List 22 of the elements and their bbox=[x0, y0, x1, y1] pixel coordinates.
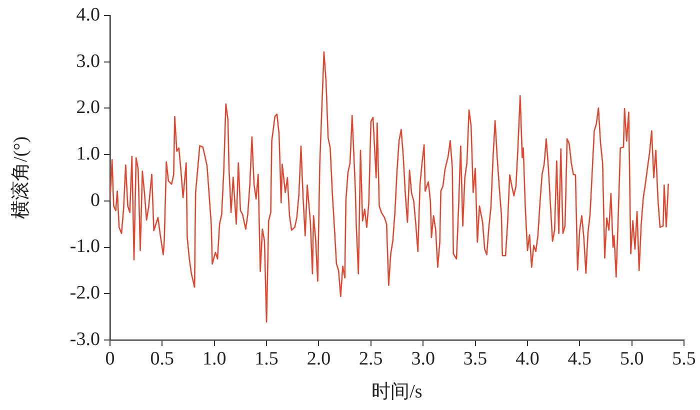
x-tick-label: 0.5 bbox=[150, 348, 174, 370]
y-tick-label: 3.0 bbox=[76, 50, 100, 72]
x-tick-label: 2.5 bbox=[359, 348, 383, 370]
x-tick-label: 0 bbox=[105, 348, 115, 370]
y-tick-label: 1.0 bbox=[76, 144, 100, 164]
y-tick-label: -1.0 bbox=[70, 236, 100, 258]
x-tick-label: 1.5 bbox=[254, 348, 278, 370]
x-tick-label: 3.0 bbox=[411, 348, 435, 370]
y-tick-label: 0 bbox=[90, 190, 100, 211]
y-tick-label: 4.0 bbox=[76, 4, 100, 26]
x-tick-label: 1.0 bbox=[202, 348, 226, 370]
x-tick-label: 4.5 bbox=[568, 348, 592, 370]
x-axis-title: 时间/s bbox=[372, 382, 422, 403]
y-tick-label: 2.0 bbox=[76, 97, 100, 118]
x-tick-label: 4.0 bbox=[516, 348, 540, 370]
x-tick-label: 5.0 bbox=[620, 348, 644, 370]
y-axis-title: 横滚角/(°) bbox=[9, 136, 32, 219]
x-tick-label: 2.0 bbox=[306, 348, 331, 370]
y-tick-label: -2.0 bbox=[70, 282, 100, 304]
y-tick-label: -3.0 bbox=[70, 328, 100, 350]
x-tick-label: 3.5 bbox=[463, 348, 488, 370]
x-tick-label: 5.5 bbox=[672, 348, 696, 370]
